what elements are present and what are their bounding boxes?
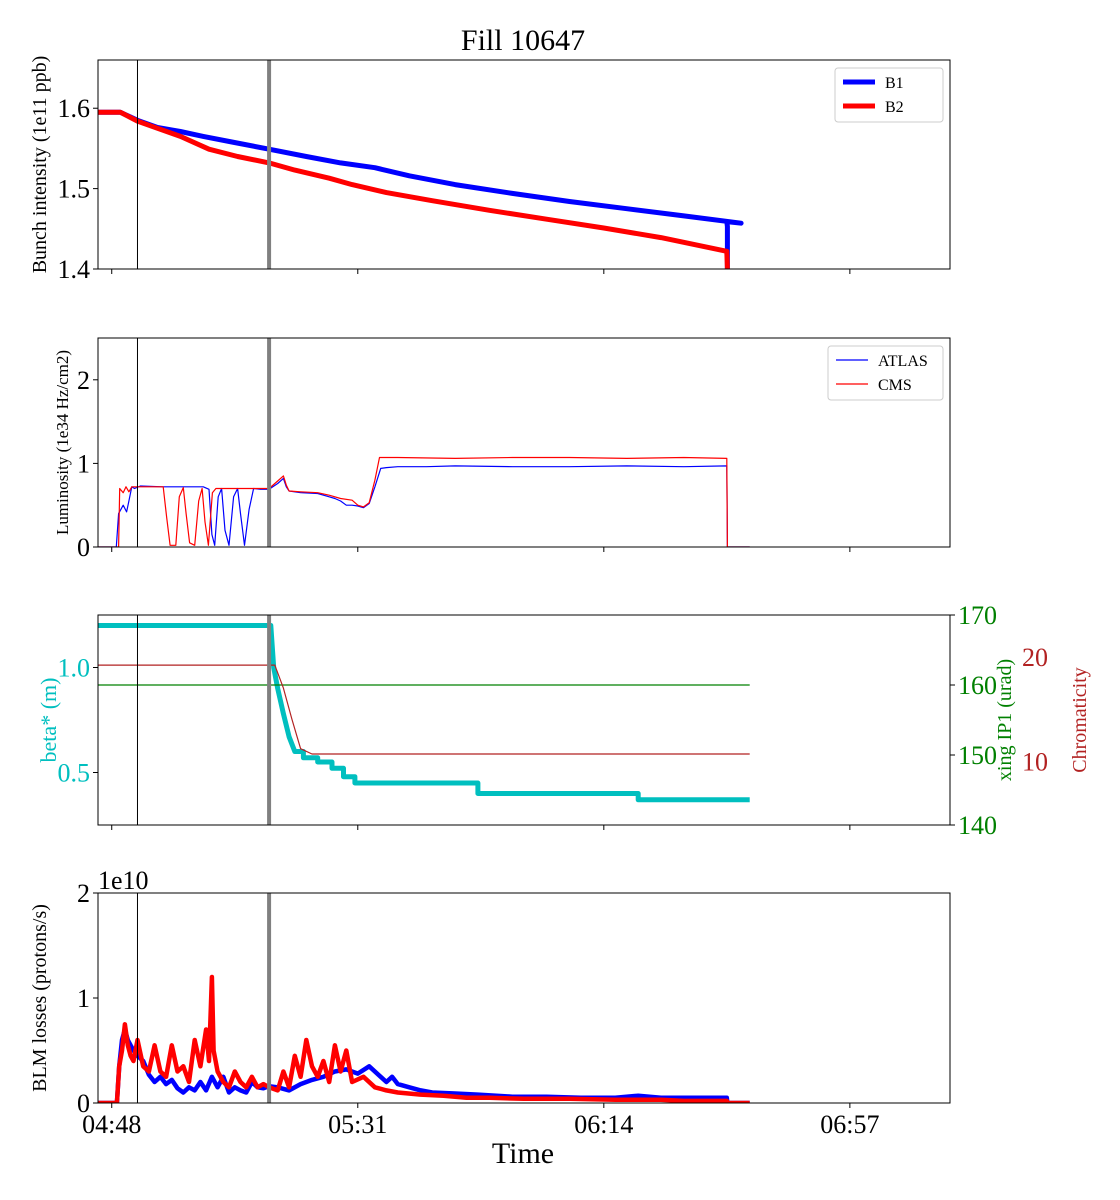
y-tick-label: 1 bbox=[77, 449, 90, 478]
series-group bbox=[98, 623, 750, 803]
right2-y-tick-label: 20 bbox=[1022, 643, 1048, 672]
x-tick-label: 05:31 bbox=[328, 1110, 387, 1139]
right-y-axis-label: xing IP1 (urad) bbox=[994, 659, 1016, 781]
y-tick-label: 1.0 bbox=[58, 654, 91, 683]
y-tick-label: 1.5 bbox=[58, 175, 91, 204]
series-group bbox=[98, 456, 750, 547]
axes-frame bbox=[97, 614, 951, 826]
axes-frame bbox=[97, 892, 951, 1104]
y-tick-label: 2 bbox=[77, 366, 90, 395]
panel-luminosity: 0 1 2 Luminosity (1e34 Hz/cm2) ATLAS CMS bbox=[53, 337, 951, 562]
series-group bbox=[98, 109, 744, 269]
chart-title: Fill 10647 bbox=[461, 24, 585, 57]
legend-label: B2 bbox=[885, 99, 904, 116]
x-axis-label: Time bbox=[492, 1137, 554, 1170]
series-line-b2 bbox=[98, 974, 750, 1103]
axes-frame bbox=[97, 59, 951, 270]
y-axis-label: beta* (m) bbox=[36, 678, 61, 763]
series-line-chromaticity bbox=[98, 664, 750, 755]
series-group bbox=[98, 974, 750, 1103]
right-y-tick-label: 140 bbox=[958, 811, 997, 840]
y-axis-label: Bunch intensity (1e11 ppb) bbox=[29, 56, 51, 274]
y-tick-label: 0 bbox=[77, 1089, 90, 1118]
y-tick-label: 1.4 bbox=[58, 255, 91, 284]
x-tick-label: 06:14 bbox=[574, 1110, 633, 1139]
legend-label: ATLAS bbox=[878, 353, 928, 370]
x-tick-label: 06:57 bbox=[820, 1110, 879, 1139]
axes-frame bbox=[97, 337, 951, 548]
series-line-cms bbox=[98, 456, 750, 547]
y-tick-label: 1 bbox=[77, 984, 90, 1013]
series-line-b1 bbox=[98, 109, 744, 269]
y-tick-label: 2 bbox=[77, 879, 90, 908]
legend-label: CMS bbox=[878, 377, 912, 394]
panel-blm: 04:48 05:31 06:14 06:57 0 1 2 BLM losses (proto… bbox=[29, 866, 951, 1139]
y-tick-label: 0.5 bbox=[58, 759, 91, 788]
series-line-b2 bbox=[98, 109, 730, 269]
right-y-tick-label: 160 bbox=[958, 671, 997, 700]
right2-y-tick-label: 10 bbox=[1022, 747, 1048, 776]
y-axis-label: Luminosity (1e34 Hz/cm2) bbox=[53, 350, 72, 535]
y-tick-label: 1.6 bbox=[58, 94, 91, 123]
y-axis-label: BLM losses (protons/s) bbox=[29, 904, 51, 1092]
right2-y-axis-label: Chromaticity bbox=[1069, 667, 1091, 773]
y-offset-label: 1e10 bbox=[98, 866, 149, 895]
y-tick-label: 0 bbox=[77, 533, 90, 562]
right-y-tick-label: 150 bbox=[958, 741, 997, 770]
series-line-beta- bbox=[98, 623, 750, 803]
legend-label: B1 bbox=[885, 75, 904, 92]
x-tick-label: 04:48 bbox=[82, 1110, 141, 1139]
legend: ATLAS CMS bbox=[827, 345, 944, 401]
right-y-tick-label: 170 bbox=[958, 601, 997, 630]
